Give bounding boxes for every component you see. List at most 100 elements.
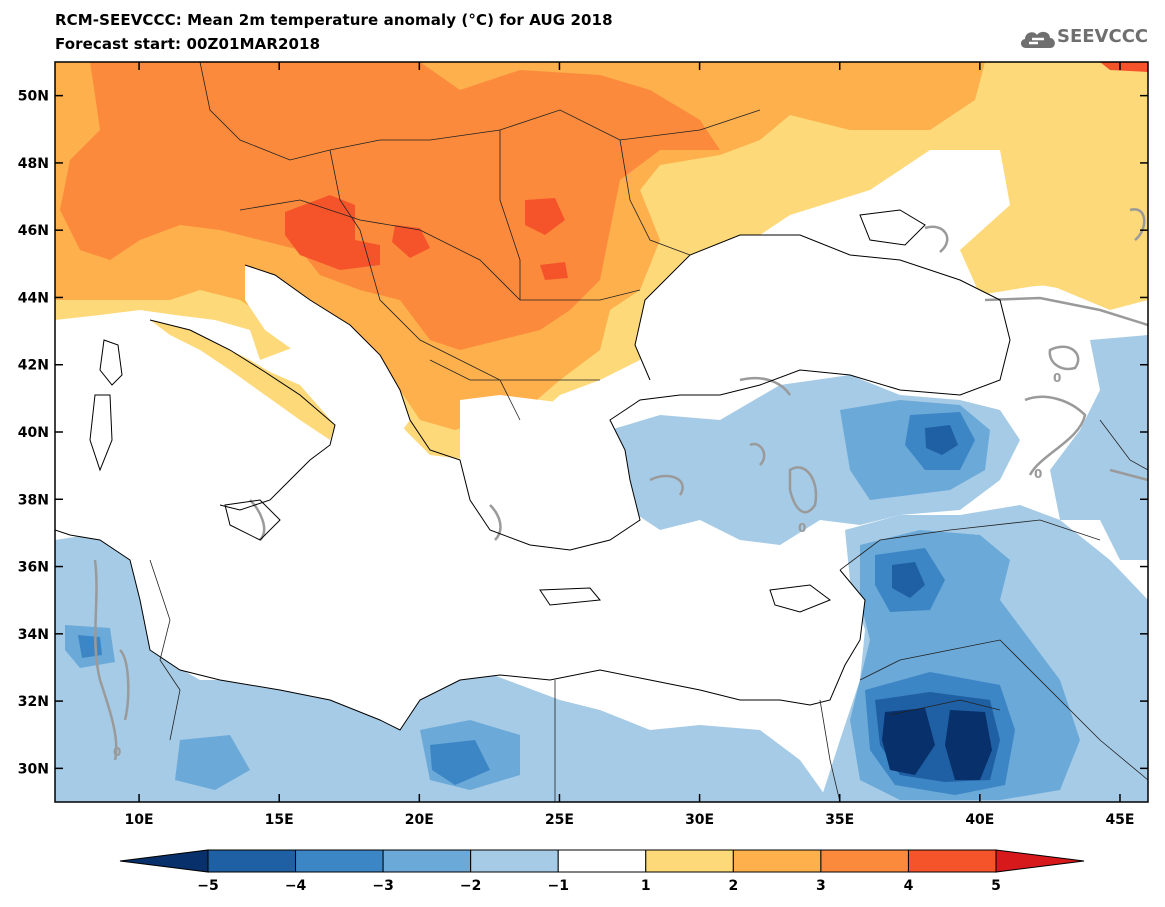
warm-level-4-serbia	[392, 225, 430, 258]
adriatic-sea	[245, 265, 410, 440]
warm-level-1-caspian	[960, 205, 1148, 300]
colorbar-label: −4	[285, 878, 307, 894]
lon-tick-label: 30E	[685, 812, 714, 828]
border	[199, 62, 761, 161]
colorbar-swatch	[382, 849, 472, 873]
border	[149, 559, 181, 741]
colorbar-label: 5	[991, 878, 1001, 894]
lat-tick-label: 38N	[18, 492, 49, 508]
lat-tick-label: 40N	[18, 425, 49, 441]
colorbar-swatch	[907, 849, 997, 873]
coastline	[769, 584, 832, 613]
latitude-axis: 50N 48N 46N 44N 42N 40N 38N 36N 34N 32N 30N	[18, 89, 1148, 777]
lat-tick-label: 30N	[18, 761, 49, 777]
cloud-icon	[1020, 31, 1055, 48]
contour-line	[249, 499, 266, 541]
border	[619, 139, 691, 256]
contour-line	[118, 649, 130, 721]
colorbar-label: 3	[816, 878, 826, 894]
lat-tick-label: 46N	[18, 223, 49, 239]
colorbar-swatch	[207, 849, 297, 873]
border	[839, 519, 1101, 571]
cool-level-5-jordan-b	[945, 710, 992, 780]
coastline	[89, 394, 113, 472]
border	[429, 359, 600, 381]
forecast-start-label: Forecast start: 00Z01MAR2018	[55, 35, 321, 53]
colorbar-swatch	[732, 849, 822, 873]
coastline	[55, 529, 866, 731]
colorbar-swatch	[557, 849, 647, 873]
border	[329, 149, 521, 421]
black-sea	[635, 235, 1010, 395]
warm-level-4-hungary	[285, 195, 380, 270]
logo-text: SEEVCCC	[1057, 26, 1149, 47]
lon-tick-label: 10E	[125, 812, 154, 828]
lat-tick-label: 48N	[18, 156, 49, 172]
coastline	[244, 234, 1011, 551]
cool-level-4-syria	[892, 562, 925, 598]
lat-tick-label: 50N	[18, 89, 49, 105]
anomaly-field	[55, 62, 1148, 802]
border	[499, 130, 521, 300]
contour-line	[1109, 468, 1148, 482]
contour-line	[93, 559, 118, 761]
contour-line	[749, 442, 766, 466]
border	[859, 639, 1148, 781]
sea-of-azov	[860, 210, 925, 245]
country-borders	[149, 62, 1148, 802]
lat-tick-label: 32N	[18, 694, 49, 710]
contour-line	[1129, 208, 1146, 241]
contour-line	[788, 466, 818, 514]
contour-value-label: 0	[1053, 371, 1061, 385]
colorbar: −5 −4 −3 −2 −1 1 2 3 4 5	[119, 849, 1085, 894]
contour-value-label: 0	[113, 745, 121, 759]
cool-level-5-jordan-a	[882, 708, 935, 775]
colorbar-label: 2	[728, 878, 738, 894]
lon-tick-label: 35E	[825, 812, 854, 828]
coastline	[539, 587, 601, 606]
lon-tick-label: 40E	[965, 812, 994, 828]
contour-value-label: 0	[798, 521, 806, 535]
coastlines	[55, 209, 1011, 731]
mediterranean-sea	[55, 325, 865, 730]
map-title: RCM-SEEVCCC: Mean 2m temperature anomaly…	[55, 11, 613, 29]
colorbar-swatch	[470, 849, 559, 873]
lon-tick-label: 15E	[265, 812, 294, 828]
lat-tick-label: 42N	[18, 358, 49, 374]
lon-tick-label: 20E	[405, 812, 434, 828]
border	[889, 699, 1001, 716]
lat-tick-label: 44N	[18, 290, 49, 306]
cool-level-3-africa	[430, 740, 490, 785]
cool-level-4-anatolia	[925, 425, 958, 455]
aegean-sea	[460, 395, 640, 550]
cool-level-1-east	[1050, 335, 1148, 560]
colorbar-label: −3	[372, 878, 393, 894]
warm-level-4-romania	[525, 198, 565, 235]
colorbar-label: −1	[547, 878, 568, 894]
contour-line	[489, 504, 502, 541]
contour-value-label: 0	[1034, 467, 1042, 481]
warm-level-4-corner	[1100, 62, 1148, 72]
lon-tick-label: 45E	[1105, 812, 1134, 828]
zero-contours	[93, 208, 1148, 761]
lon-tick-label: 25E	[545, 812, 574, 828]
border	[239, 199, 641, 301]
colorbar-label: 1	[641, 878, 651, 894]
contour-line	[739, 376, 792, 396]
coastline	[859, 209, 926, 246]
coastline	[224, 499, 281, 541]
warm-level-3-west	[110, 95, 160, 140]
colorbar-swatch	[645, 849, 734, 873]
colorbar-swatch	[995, 849, 1085, 873]
coastline	[149, 319, 336, 511]
cool-level-2-africa-b	[175, 735, 250, 790]
lat-tick-label: 34N	[18, 627, 49, 643]
colorbar-swatch	[820, 849, 909, 873]
colorbar-label: −5	[197, 878, 218, 894]
colorbar-label: 4	[904, 878, 914, 894]
colorbar-label: −2	[460, 878, 481, 894]
contour-line	[924, 225, 949, 253]
cool-level-1-africa	[55, 530, 830, 802]
contour-line	[1048, 345, 1080, 371]
